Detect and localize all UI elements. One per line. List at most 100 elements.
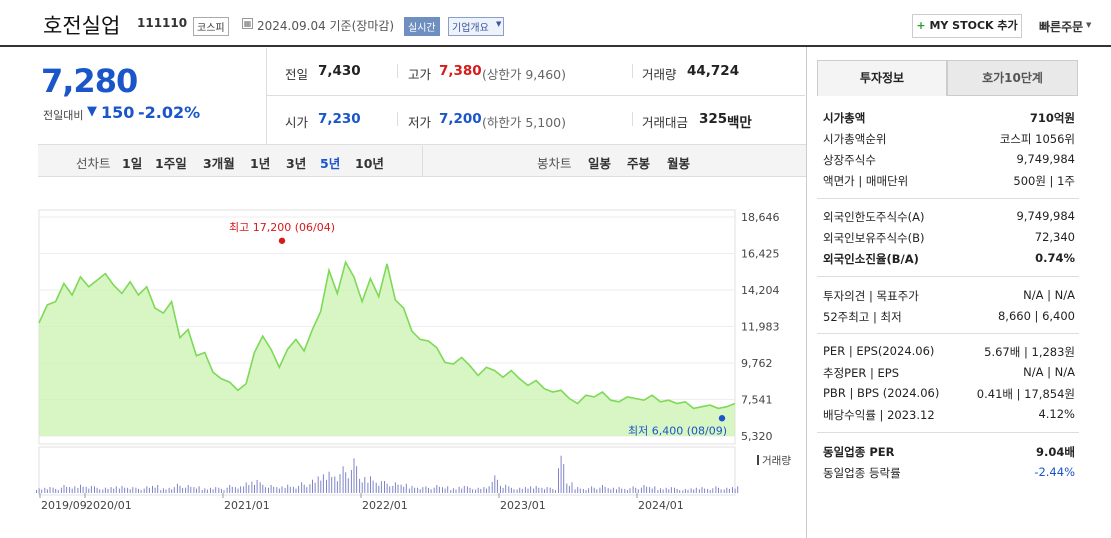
low-value: 7,200	[439, 111, 482, 127]
volume-bar	[336, 481, 338, 493]
volume-bar	[574, 489, 576, 493]
volume-bar	[49, 487, 51, 493]
range-3m[interactable]: 3개월	[203, 156, 235, 171]
range-1d[interactable]: 1일	[122, 156, 143, 171]
volume-bar	[372, 480, 374, 493]
upper-limit: (상한가 9,460)	[482, 67, 567, 82]
volume-bar	[679, 490, 681, 493]
range-weekly[interactable]: 주봉	[627, 156, 651, 171]
info-label-shares: 상장주식수	[823, 153, 876, 167]
volume-bar	[74, 486, 76, 493]
tab-investment-info[interactable]: 투자정보	[817, 60, 947, 96]
volume-bar	[419, 489, 421, 493]
volume-bar	[361, 482, 363, 493]
volume-bar	[430, 489, 432, 493]
price-chart[interactable]: 거래량 18,646 16,425 14,204 11,983 9,762 7,541 5,…	[0, 180, 806, 515]
volume-bar	[284, 487, 286, 493]
volume-bar	[646, 486, 648, 493]
tab-orderbook[interactable]: 호가10단계	[947, 60, 1078, 96]
volume-bar	[298, 485, 300, 493]
volume-bar	[626, 490, 628, 493]
volume-bar	[397, 484, 399, 493]
info-value-sector-per: 9.04배	[1036, 445, 1075, 459]
volume-bar	[185, 487, 187, 493]
info-section-divider	[817, 198, 1079, 199]
volume-bar	[71, 488, 73, 493]
y-axis-labels: 18,646 16,425 14,204 11,983 9,762 7,541 5,320	[741, 211, 780, 443]
price-area-fill	[39, 262, 735, 436]
range-5y[interactable]: 5년	[320, 156, 341, 171]
volume-bar	[701, 487, 703, 493]
volume-bar	[516, 489, 518, 493]
volume-bar	[176, 483, 178, 493]
volume-bar	[500, 485, 501, 493]
volume-bar	[563, 464, 565, 493]
x-tick-label: 2021/01	[224, 499, 270, 512]
volume-value: 44,724	[687, 63, 740, 79]
info-value-market-cap-rank: 코스피 1056위	[999, 132, 1075, 146]
range-3y[interactable]: 3년	[286, 156, 307, 171]
info-section-divider	[817, 276, 1079, 277]
volume-bar	[624, 488, 626, 493]
volume-bar	[107, 488, 109, 493]
volume-bar	[463, 485, 465, 493]
volume-bar	[695, 487, 697, 493]
volume-bar	[254, 484, 255, 493]
volume-bar	[268, 487, 269, 493]
volume-bar	[458, 486, 460, 493]
range-1w[interactable]: 1주일	[155, 156, 187, 171]
volume-bar	[654, 486, 656, 493]
volume-bar	[46, 489, 48, 493]
stat-sep	[397, 64, 398, 78]
info-label-market-cap-rank: 시가총액순위	[823, 132, 887, 146]
candle-chart-label: 봉차트	[537, 156, 572, 171]
volume-bar	[513, 489, 515, 493]
realtime-tag[interactable]: 실시간	[404, 17, 440, 36]
volume-bar	[447, 486, 449, 493]
volume-bar	[682, 490, 684, 494]
volume-bar	[602, 485, 603, 493]
range-monthly[interactable]: 월봉	[667, 156, 691, 171]
company-overview-button[interactable]: 기업개요	[448, 17, 504, 36]
volume-bar	[146, 486, 148, 493]
volume-bar	[676, 488, 678, 493]
volume-bar	[140, 490, 142, 493]
add-mystock-button[interactable]: + MY STOCK 추가	[912, 14, 1022, 38]
volume-bar	[635, 487, 637, 493]
volume-bar	[417, 487, 419, 493]
info-value-div: 4.12%	[1038, 407, 1075, 421]
volume-bar	[715, 486, 717, 493]
volume-bar	[129, 489, 131, 493]
range-1y[interactable]: 1년	[250, 156, 271, 171]
volume-bar	[331, 477, 333, 493]
y-tick-label: 7,541	[741, 394, 773, 407]
volume-bar	[322, 474, 324, 493]
volume-bar	[591, 486, 593, 493]
range-10y[interactable]: 10년	[355, 156, 384, 171]
volume-bar	[632, 486, 634, 493]
volume-bar	[248, 485, 250, 494]
volume-bar	[237, 488, 239, 493]
volume-bar	[264, 487, 266, 493]
volume-bar	[328, 471, 330, 493]
volume-bar	[204, 488, 206, 493]
volume-bar	[179, 485, 181, 493]
quick-order-button[interactable]: 빠른주문	[1039, 20, 1084, 34]
volume-bar	[720, 489, 722, 493]
volume-bar	[160, 490, 162, 493]
volume-bar	[533, 488, 535, 493]
volume-bar	[411, 485, 413, 493]
volume-bar	[604, 486, 606, 493]
company-overview-label: 기업개요	[452, 23, 489, 34]
volume-bar	[206, 489, 208, 493]
volume-bar	[90, 485, 92, 493]
volume-bar	[359, 478, 361, 493]
volume-bar	[80, 484, 81, 493]
y-tick-label: 9,762	[741, 357, 773, 370]
range-daily[interactable]: 일봉	[588, 156, 612, 171]
volume-bar	[52, 487, 54, 493]
volume-bar	[662, 489, 664, 493]
volume-bar	[612, 487, 614, 493]
volume-bar	[496, 479, 498, 494]
volume-bar	[312, 479, 313, 493]
